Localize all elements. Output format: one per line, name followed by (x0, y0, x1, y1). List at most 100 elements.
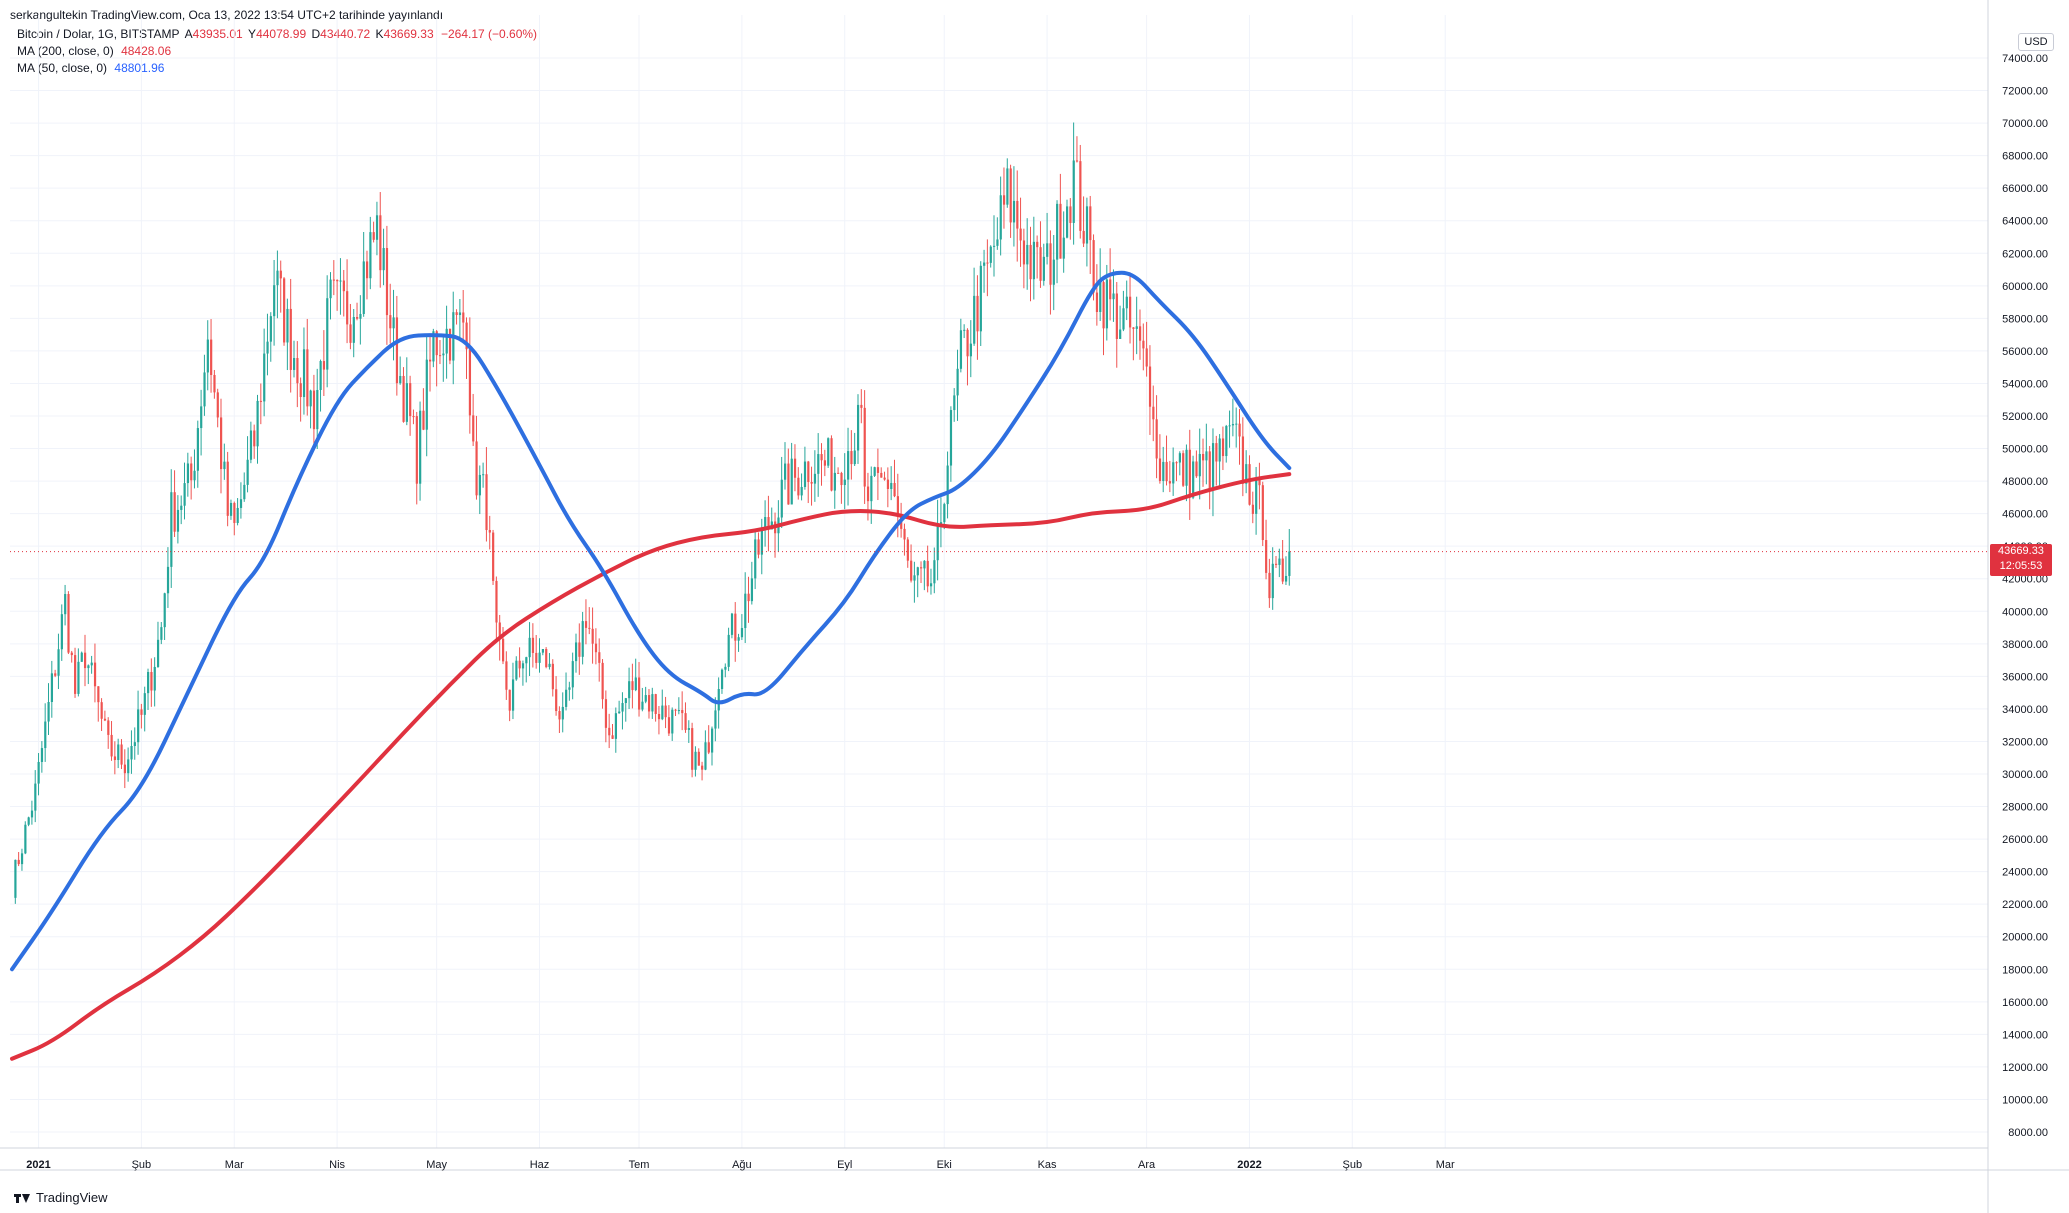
candle (578, 623, 581, 675)
x-axis[interactable]: 2021 Şub Mar Nis May Haz Tem Ağu Eyl Eki Kas Ara 202… (26, 1159, 1455, 1171)
y-tick-label: 16000.00 (2002, 997, 2048, 1009)
candle (638, 662, 641, 717)
candle (425, 333, 428, 457)
candle (528, 622, 531, 677)
candle (694, 746, 697, 777)
y-axis[interactable]: 8000.00 10000.00 12000.00 14000.00 16000.00 1… (2002, 53, 2048, 1139)
candle (37, 753, 40, 796)
candle (216, 388, 219, 428)
candle (1069, 198, 1072, 240)
candle (1125, 280, 1128, 321)
candle (873, 466, 876, 477)
candle (299, 377, 302, 422)
candle (979, 261, 982, 347)
candle (296, 341, 299, 408)
candle (107, 717, 110, 749)
y-tick-label: 10000.00 (2002, 1094, 2048, 1106)
candle (651, 687, 654, 719)
candle (618, 700, 621, 714)
candle (634, 658, 637, 692)
tradingview-logo[interactable]: TradingView (14, 1190, 108, 1205)
candle (910, 544, 913, 583)
candle (803, 446, 807, 490)
ma50-value: 48801.96 (114, 61, 165, 75)
y-tick-label: 72000.00 (2002, 86, 2048, 98)
candle (140, 703, 143, 729)
candle (535, 635, 538, 669)
candles[interactable] (14, 122, 1291, 904)
legend-ma200-row[interactable]: MA (200, close, 0) 48428.06 (17, 43, 171, 59)
candle (468, 317, 472, 434)
candle (986, 239, 989, 297)
candle (17, 852, 20, 867)
candle (949, 406, 953, 482)
candle (236, 498, 239, 526)
x-tick-label: Mar (1436, 1159, 1455, 1171)
x-tick-label: Kas (1038, 1159, 1057, 1171)
tradingview-brand-text: TradingView (36, 1190, 108, 1205)
candle (176, 495, 180, 544)
x-tick-label: 2022 (1237, 1159, 1261, 1171)
candle (903, 523, 906, 556)
candle (137, 690, 140, 755)
candle (1265, 519, 1268, 580)
candle (551, 659, 554, 697)
candle (1016, 170, 1019, 262)
candle (1082, 196, 1085, 248)
candle (210, 319, 213, 393)
candle (419, 401, 422, 501)
y-tick-label: 22000.00 (2002, 899, 2048, 911)
candle (87, 664, 90, 685)
x-tick-label: 2021 (26, 1159, 50, 1171)
candle (385, 225, 389, 345)
legend-ma50-row[interactable]: MA (50, close, 0) 48801.96 (17, 60, 164, 76)
candle (190, 456, 193, 500)
high-label: Y (248, 27, 257, 41)
candle (720, 668, 724, 694)
candle (382, 228, 385, 286)
y-tick-label: 18000.00 (2002, 964, 2048, 976)
candle (1052, 235, 1055, 311)
candle (1271, 547, 1274, 610)
candle (1119, 305, 1122, 339)
candle (800, 473, 803, 501)
candle (67, 591, 70, 655)
candle (989, 245, 992, 268)
ma200-line[interactable] (10, 472, 1292, 1061)
candle (1235, 407, 1238, 448)
currency-button[interactable]: USD (2018, 33, 2054, 51)
candle (64, 584, 67, 626)
candle (173, 470, 176, 538)
candle (166, 547, 170, 608)
candle (853, 432, 856, 466)
x-tick-label: Tem (629, 1159, 650, 1171)
symbol-title[interactable]: Bitcoin / Dolar, 1G, BITSTAMP (17, 27, 180, 41)
candle (893, 459, 896, 498)
candle (472, 393, 475, 447)
candle (784, 442, 787, 490)
candle (505, 651, 508, 700)
candle (1205, 423, 1208, 485)
candle (1109, 248, 1112, 321)
candle (183, 462, 186, 520)
candle (80, 651, 83, 662)
candle (1208, 445, 1211, 510)
candle (103, 710, 107, 722)
candle (438, 340, 442, 365)
candle (1251, 491, 1254, 524)
ma50-line[interactable] (10, 270, 1292, 972)
candle (1275, 555, 1278, 568)
candle (1158, 434, 1162, 484)
candle (326, 275, 329, 388)
candle (906, 537, 909, 568)
candle (147, 668, 150, 710)
candle (840, 471, 843, 504)
high-value: 44078.99 (256, 27, 307, 41)
candle (289, 278, 292, 393)
candle (322, 330, 326, 396)
candle (276, 250, 279, 319)
candle (545, 647, 548, 669)
candle (1148, 345, 1152, 435)
candle (193, 449, 196, 489)
